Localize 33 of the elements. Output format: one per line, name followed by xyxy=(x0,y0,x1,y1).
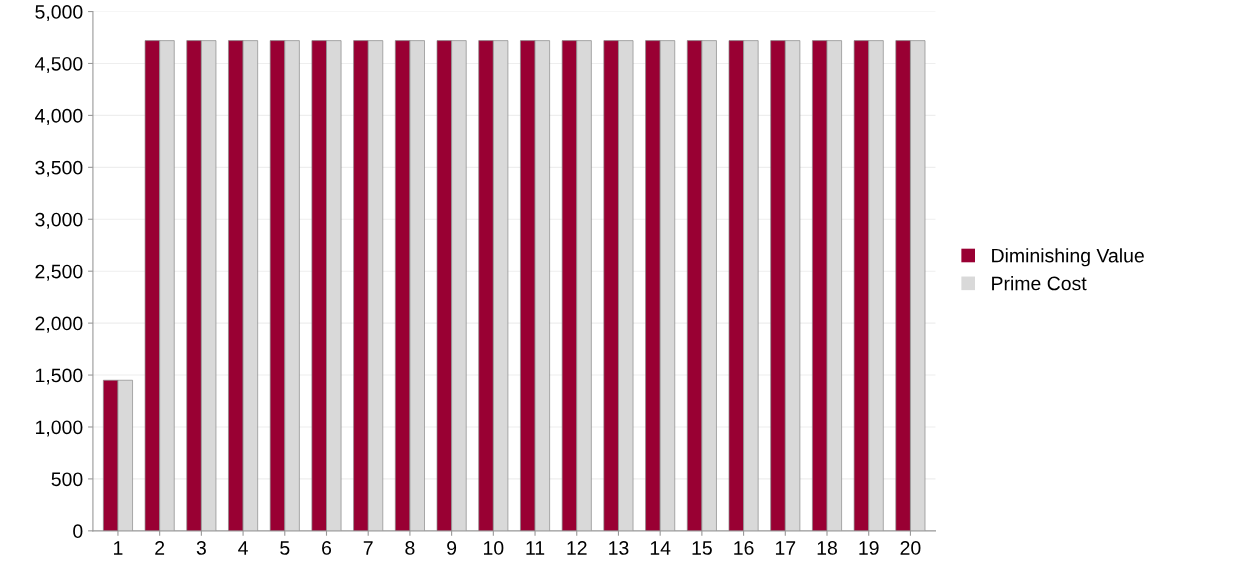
x-tick-label: 11 xyxy=(526,541,545,555)
x-tick-label: 1 xyxy=(114,541,123,555)
y-tick-label: 4,500 xyxy=(35,56,83,73)
x-tick-label: 17 xyxy=(775,541,796,555)
y-tick-label: 1,000 xyxy=(36,420,83,437)
y-tick-label: 5,000 xyxy=(35,5,83,22)
x-tick-label: 9 xyxy=(447,541,457,555)
x-tick-label: 18 xyxy=(817,541,837,555)
x-tick-label: 10 xyxy=(484,541,504,555)
x-tick-label: 7 xyxy=(363,541,373,555)
y-tick-label: 3,500 xyxy=(35,160,83,177)
y-tick-label: 3,000 xyxy=(35,212,83,229)
y-tick-label: 2,500 xyxy=(35,264,83,281)
x-tick-label: 20 xyxy=(900,541,921,555)
x-tick-label: 19 xyxy=(859,541,879,555)
x-tick-label: 8 xyxy=(405,541,415,555)
x-tick-label: 6 xyxy=(322,541,332,555)
y-tick-label: 4,000 xyxy=(35,108,83,125)
legend-label: Prime Cost xyxy=(992,276,1087,291)
x-tick-label: 13 xyxy=(609,541,629,555)
x-tick-label: 4 xyxy=(238,541,248,555)
x-tick-label: 14 xyxy=(650,541,671,555)
y-tick-label: 0 xyxy=(73,524,83,539)
legend-label: Diminishing Value xyxy=(992,248,1144,267)
x-tick-label: 16 xyxy=(734,541,754,555)
y-tick-label: 1,500 xyxy=(36,368,83,385)
x-tick-label: 15 xyxy=(692,541,712,555)
x-tick-label: 3 xyxy=(196,541,206,555)
x-tick-label: 2 xyxy=(155,541,165,555)
x-tick-label: 5 xyxy=(280,541,290,555)
x-tick-label: 12 xyxy=(567,541,587,555)
y-tick-label: 2,000 xyxy=(35,316,83,333)
y-tick-label: 500 xyxy=(51,472,83,487)
